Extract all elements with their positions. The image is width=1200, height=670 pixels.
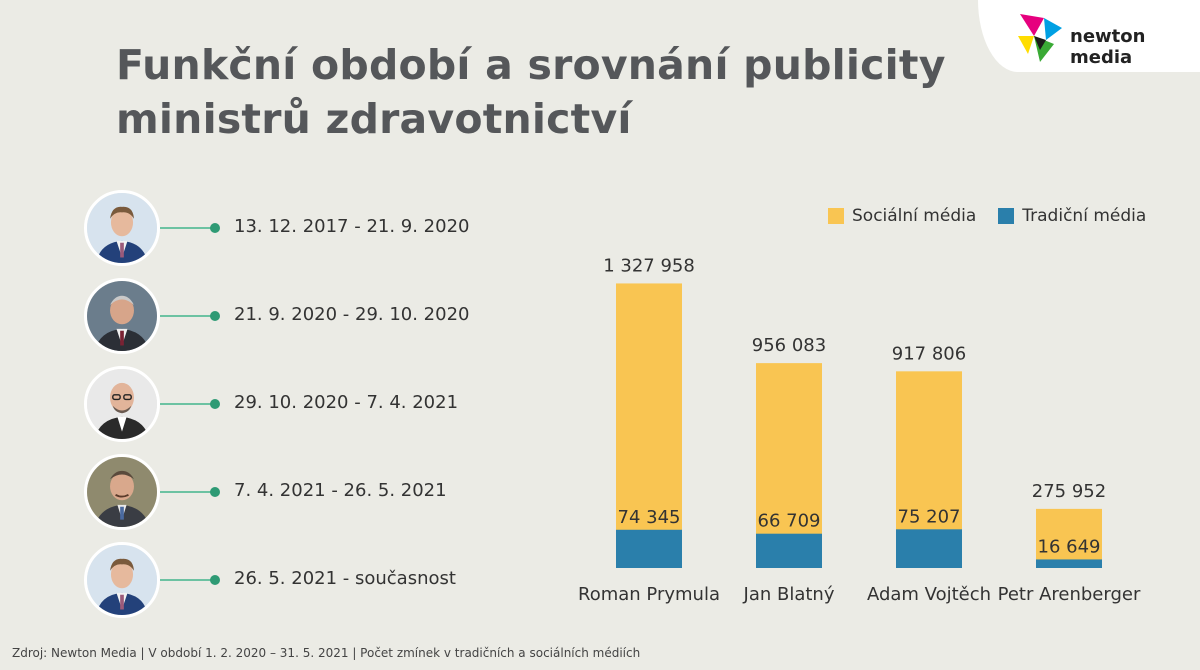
- minister-avatar: [84, 366, 160, 442]
- timeline-connector: [160, 579, 214, 581]
- bar-traditional: [616, 529, 682, 568]
- bar-traditional: [756, 533, 822, 568]
- category-label: Adam Vojtěch: [867, 584, 991, 605]
- portrait-icon: [87, 369, 157, 439]
- category-label: Jan Blatný: [743, 584, 835, 605]
- data-label-social: 1 327 958: [603, 255, 695, 276]
- minister-avatar: [84, 542, 160, 618]
- timeline-connector: [160, 403, 214, 405]
- title-line-1: Funkční období a srovnání publicity: [116, 41, 946, 89]
- legend-item-social: Sociální média: [828, 206, 976, 226]
- logo: newton media: [978, 0, 1200, 72]
- legend-swatch-traditional: [998, 208, 1015, 224]
- chart-legend: Sociální média Tradiční média: [828, 206, 1146, 226]
- portrait-icon: [87, 457, 157, 527]
- legend-label-social: Sociální média: [852, 206, 977, 226]
- data-label-traditional: 75 207: [898, 506, 961, 527]
- timeline-dot: [210, 399, 220, 409]
- data-label-social: 917 806: [892, 343, 966, 364]
- data-label-traditional: 66 709: [758, 511, 821, 532]
- data-label-traditional: 16 649: [1038, 536, 1101, 557]
- term-dates: 13. 12. 2017 - 21. 9. 2020: [234, 216, 470, 237]
- bar-traditional: [896, 529, 962, 568]
- timeline-connector: [160, 227, 214, 229]
- minister-avatar: [84, 454, 160, 530]
- timeline-connector: [160, 315, 214, 317]
- term-dates: 29. 10. 2020 - 7. 4. 2021: [234, 392, 459, 413]
- timeline-dot: [210, 575, 220, 585]
- legend-swatch-social: [828, 208, 844, 224]
- timeline-dot: [210, 311, 220, 321]
- timeline-dot: [210, 223, 220, 233]
- term-dates: 21. 9. 2020 - 29. 10. 2020: [234, 304, 470, 325]
- category-label: Petr Arenberger: [998, 584, 1141, 605]
- data-label-social: 956 083: [752, 335, 826, 356]
- minister-avatar: [84, 190, 160, 266]
- portrait-icon: [87, 545, 157, 615]
- minister-avatar: [84, 278, 160, 354]
- data-label-traditional: 74 345: [618, 507, 681, 528]
- newton-media-logo-icon: [1018, 14, 1062, 62]
- timeline-dot: [210, 487, 220, 497]
- term-dates: 7. 4. 2021 - 26. 5. 2021: [234, 480, 447, 501]
- logo-text: newton media: [1070, 26, 1146, 68]
- legend-label-traditional: Tradiční média: [1022, 206, 1147, 226]
- bar-traditional: [1036, 559, 1102, 568]
- category-label: Roman Prymula: [578, 584, 720, 605]
- title-line-2: ministrů zdravotnictví: [116, 95, 632, 143]
- legend-item-traditional: Tradiční média: [998, 206, 1146, 226]
- portrait-icon: [87, 193, 157, 263]
- bar-social: [616, 283, 682, 568]
- source-footnote: Zdroj: Newton Media | V období 1. 2. 202…: [12, 646, 641, 660]
- data-label-social: 275 952: [1032, 481, 1106, 502]
- bar-social: [1036, 508, 1102, 568]
- timeline-connector: [160, 491, 214, 493]
- term-dates: 26. 5. 2021 - současnost: [234, 568, 456, 589]
- page-title: Funkční období a srovnání publicity mini…: [116, 38, 946, 146]
- stacked-bar-chart: 1 327 958 74 345 Roman Prymula 956 083 66 70…: [578, 255, 1141, 605]
- portrait-icon: [87, 281, 157, 351]
